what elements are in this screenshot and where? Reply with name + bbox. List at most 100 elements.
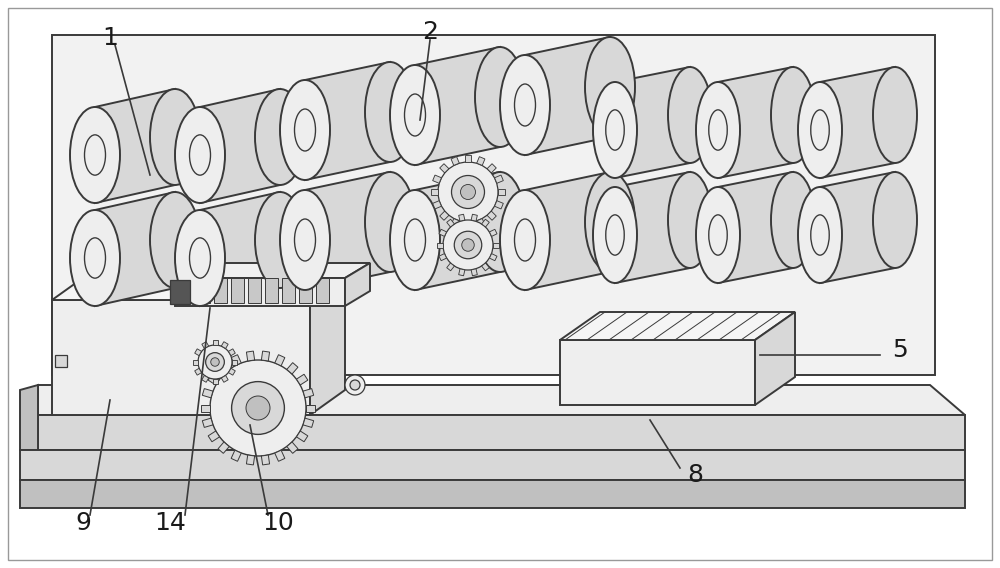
Polygon shape <box>489 229 497 236</box>
Polygon shape <box>495 175 503 183</box>
Polygon shape <box>615 67 690 178</box>
Bar <box>316 278 329 303</box>
Polygon shape <box>261 351 270 361</box>
Ellipse shape <box>280 80 330 180</box>
Polygon shape <box>218 442 229 453</box>
Polygon shape <box>212 340 218 345</box>
Ellipse shape <box>585 172 635 272</box>
Bar <box>214 278 227 303</box>
Bar <box>180 278 193 303</box>
Polygon shape <box>296 374 308 385</box>
Polygon shape <box>305 62 390 180</box>
Polygon shape <box>305 172 390 290</box>
Text: 14: 14 <box>154 511 186 535</box>
Polygon shape <box>525 172 610 290</box>
Circle shape <box>232 382 284 435</box>
Ellipse shape <box>150 192 200 288</box>
Polygon shape <box>202 389 213 398</box>
Polygon shape <box>755 312 795 405</box>
Polygon shape <box>820 67 895 178</box>
Polygon shape <box>345 263 370 306</box>
Ellipse shape <box>771 172 815 268</box>
Ellipse shape <box>150 89 200 185</box>
Polygon shape <box>439 253 447 261</box>
Text: 5: 5 <box>892 338 908 362</box>
Ellipse shape <box>873 67 917 163</box>
Polygon shape <box>20 480 965 508</box>
Polygon shape <box>820 172 895 283</box>
Polygon shape <box>487 211 496 220</box>
Polygon shape <box>52 35 935 375</box>
Polygon shape <box>482 219 489 227</box>
Polygon shape <box>20 450 965 480</box>
Ellipse shape <box>668 172 712 268</box>
Circle shape <box>460 185 476 199</box>
Ellipse shape <box>668 67 712 163</box>
Ellipse shape <box>798 187 842 283</box>
Polygon shape <box>296 431 308 442</box>
Ellipse shape <box>500 190 550 290</box>
Ellipse shape <box>390 190 440 290</box>
Polygon shape <box>38 385 965 415</box>
Polygon shape <box>202 342 209 349</box>
Ellipse shape <box>593 82 637 178</box>
Ellipse shape <box>390 65 440 165</box>
Polygon shape <box>437 243 443 248</box>
Circle shape <box>454 231 482 259</box>
Polygon shape <box>202 418 213 427</box>
Polygon shape <box>493 243 499 248</box>
Polygon shape <box>447 263 454 271</box>
Polygon shape <box>440 164 449 173</box>
Polygon shape <box>433 175 441 183</box>
Circle shape <box>443 220 493 270</box>
Circle shape <box>198 345 232 379</box>
Polygon shape <box>439 229 447 236</box>
Polygon shape <box>208 431 220 442</box>
Polygon shape <box>200 89 280 203</box>
Polygon shape <box>95 192 175 306</box>
Polygon shape <box>246 455 255 465</box>
Polygon shape <box>459 269 465 276</box>
Polygon shape <box>218 362 229 374</box>
Polygon shape <box>228 368 235 375</box>
Ellipse shape <box>500 55 550 155</box>
Polygon shape <box>275 354 285 366</box>
Polygon shape <box>477 157 485 165</box>
Ellipse shape <box>365 172 415 272</box>
Text: 9: 9 <box>75 511 91 535</box>
Text: 10: 10 <box>262 511 294 535</box>
Circle shape <box>345 375 365 395</box>
Polygon shape <box>433 201 441 209</box>
Polygon shape <box>303 389 314 398</box>
Polygon shape <box>175 278 345 306</box>
Polygon shape <box>415 172 500 290</box>
Polygon shape <box>221 342 228 349</box>
Bar <box>55 355 67 367</box>
Polygon shape <box>482 263 489 271</box>
Polygon shape <box>451 157 459 165</box>
Ellipse shape <box>696 82 740 178</box>
Polygon shape <box>310 275 345 415</box>
Polygon shape <box>231 450 241 461</box>
Polygon shape <box>615 172 690 283</box>
Ellipse shape <box>255 89 305 185</box>
Polygon shape <box>287 442 298 453</box>
Polygon shape <box>306 404 315 411</box>
Ellipse shape <box>365 62 415 162</box>
Ellipse shape <box>593 187 637 283</box>
Circle shape <box>246 396 270 420</box>
Polygon shape <box>525 37 610 155</box>
Polygon shape <box>232 360 237 365</box>
Circle shape <box>211 358 219 366</box>
Ellipse shape <box>696 187 740 283</box>
Text: 2: 2 <box>422 20 438 44</box>
Ellipse shape <box>175 210 225 306</box>
Text: 1: 1 <box>102 26 118 50</box>
Circle shape <box>210 360 306 456</box>
Polygon shape <box>195 349 202 356</box>
Bar <box>231 278 244 303</box>
Polygon shape <box>303 418 314 427</box>
Circle shape <box>438 162 498 222</box>
Polygon shape <box>718 67 793 178</box>
Polygon shape <box>471 214 477 221</box>
